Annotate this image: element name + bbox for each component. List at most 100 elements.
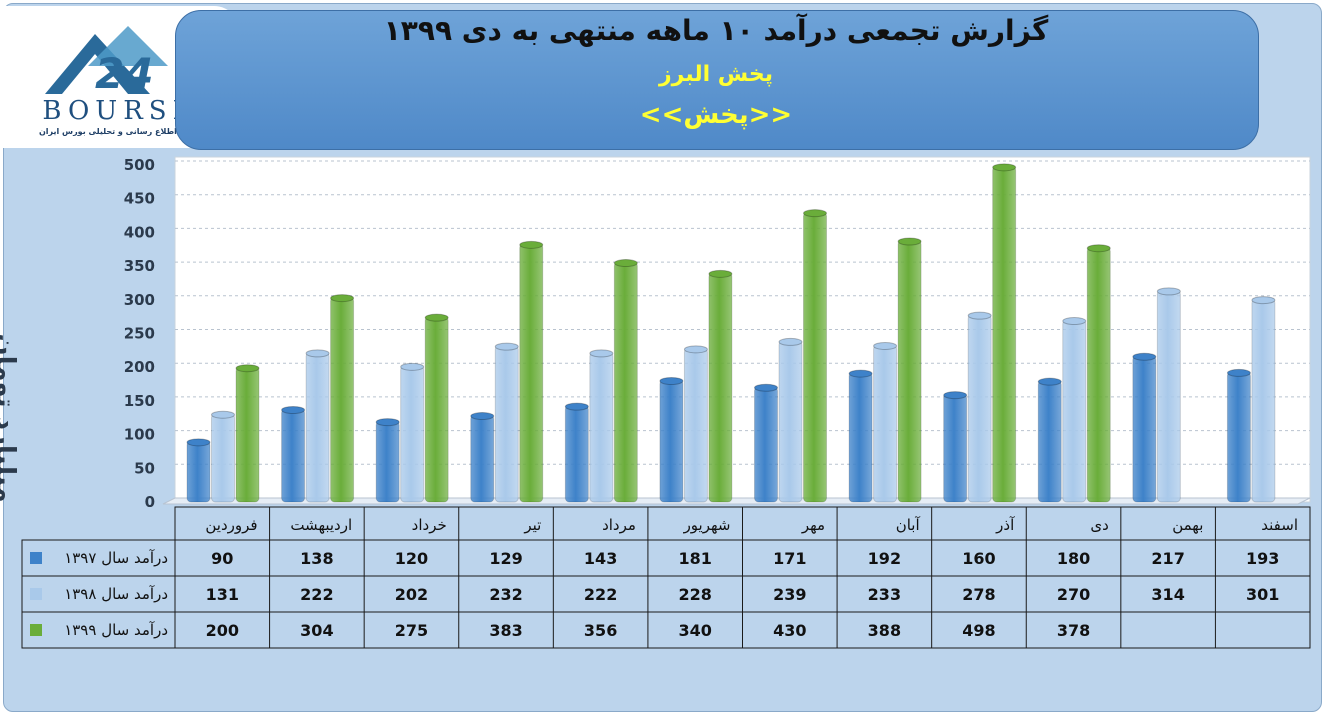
bar	[519, 243, 544, 503]
bourse-logo-icon: 24 BOURSE پایگاه اطلاع رسانی و تحلیلی بو…	[39, 26, 201, 137]
title-banner	[175, 10, 1259, 150]
bar	[281, 408, 306, 503]
bar-cap	[375, 418, 400, 427]
data-label: 200	[206, 621, 239, 640]
bar	[400, 365, 425, 503]
legend-swatch	[30, 624, 42, 636]
bar-cap	[330, 294, 355, 303]
logo-brand: BOURSE	[42, 96, 197, 126]
y-tick-label: 450	[124, 190, 155, 208]
bar-cap	[519, 240, 544, 249]
data-label: 160	[962, 549, 995, 568]
x-tick-label: تیر	[523, 516, 541, 534]
bar-cap	[897, 237, 922, 246]
x-tick-label: اردیبهشت	[290, 516, 352, 534]
bar-cap	[778, 337, 803, 346]
data-label: 202	[395, 585, 428, 604]
legend-label: درآمد سال ۱۳۹۷	[64, 549, 168, 567]
x-tick-label: مرداد	[602, 516, 636, 534]
bar-cap	[943, 391, 968, 400]
data-label: 278	[962, 585, 995, 604]
bar-cap	[754, 383, 778, 392]
bar	[1132, 355, 1157, 503]
y-tick-label: 0	[145, 493, 155, 511]
bar-cap	[683, 345, 708, 354]
data-label: 222	[584, 585, 617, 604]
legend-label: درآمد سال ۱۳۹۹	[64, 621, 168, 639]
data-label: 270	[1057, 585, 1090, 604]
y-tick-label: 50	[134, 459, 155, 477]
y-tick-label: 350	[124, 257, 155, 275]
bar	[424, 316, 449, 503]
data-label: 181	[679, 549, 712, 568]
data-label: 356	[584, 621, 617, 640]
data-label: 222	[300, 585, 333, 604]
y-tick-label: 300	[124, 291, 155, 309]
data-label: 192	[868, 549, 901, 568]
bar-cap	[1226, 368, 1251, 377]
data-label: 131	[206, 585, 239, 604]
bar	[708, 272, 733, 503]
data-label: 171	[773, 549, 806, 568]
data-label: 314	[1151, 585, 1184, 604]
bar	[1226, 371, 1251, 503]
bar	[803, 211, 827, 503]
bar	[683, 347, 708, 503]
bar-cap	[235, 364, 260, 373]
bar	[943, 393, 968, 503]
bar	[235, 366, 260, 503]
bar-cap	[400, 362, 425, 371]
bar-cap	[589, 349, 614, 358]
data-label: 233	[868, 585, 901, 604]
bar	[305, 351, 330, 503]
logo-number: 24	[95, 49, 153, 98]
y-tick-label: 500	[124, 156, 155, 174]
data-label: 228	[679, 585, 712, 604]
x-tick-label: اسفند	[1261, 516, 1298, 534]
x-tick-label: دی	[1090, 516, 1108, 534]
legend-label: درآمد سال ۱۳۹۸	[64, 585, 168, 603]
bar	[470, 414, 495, 503]
bar-cap	[613, 259, 638, 268]
bar	[330, 296, 355, 503]
company-name: پخش البرز	[658, 62, 773, 87]
bar	[211, 413, 235, 503]
y-axis-label: میلیارد تومان	[0, 333, 20, 503]
bar-cap	[803, 209, 827, 218]
x-tick-label: آبان	[896, 516, 921, 534]
bar	[1156, 289, 1181, 503]
y-tick-label: 250	[124, 325, 155, 343]
bar	[613, 261, 638, 503]
data-label: 129	[489, 549, 522, 568]
data-label: 143	[584, 549, 617, 568]
bar	[848, 372, 873, 503]
data-label: 120	[395, 549, 428, 568]
x-tick-label: آذر	[995, 516, 1015, 534]
bar-cap	[1132, 352, 1157, 361]
legend-swatch	[30, 552, 42, 564]
data-label: 138	[300, 549, 333, 568]
data-label: 193	[1246, 549, 1279, 568]
bar-cap	[1062, 317, 1087, 326]
bar-cap	[967, 311, 992, 320]
bar-cap	[848, 369, 873, 378]
bar	[589, 351, 614, 503]
bar-cap	[992, 163, 1017, 172]
y-tick-label: 200	[124, 358, 155, 376]
bar	[375, 420, 400, 503]
bar-cap	[1086, 244, 1111, 253]
bar-cap	[424, 313, 449, 322]
bar	[494, 345, 519, 503]
data-label: 430	[773, 621, 806, 640]
data-label: 301	[1246, 585, 1279, 604]
bar	[1062, 319, 1087, 503]
bar	[1037, 380, 1062, 503]
legend-swatch	[30, 588, 42, 600]
bar-cap	[564, 402, 589, 411]
symbol-name: <<پخش>>	[639, 100, 793, 130]
x-tick-label: فروردین	[205, 516, 257, 534]
bar-cap	[1251, 296, 1276, 305]
chart-title: گزارش تجمعی درآمد ۱۰ ماهه منتهی به دی ۱۳…	[383, 14, 1049, 47]
data-label: 217	[1151, 549, 1184, 568]
